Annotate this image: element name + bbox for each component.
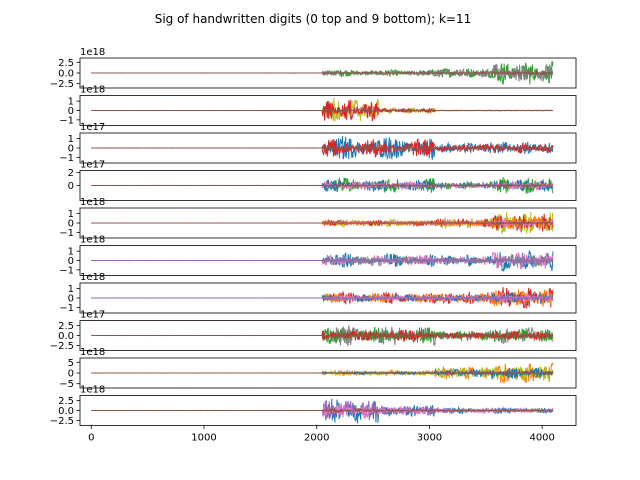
y-tick-label: −1 bbox=[59, 228, 74, 239]
series-line bbox=[91, 107, 553, 114]
traces-digit-3 bbox=[91, 176, 554, 194]
series-line bbox=[91, 257, 554, 264]
subplots: 2.50.0−2.51e1810−11e1810−11e17201e1710−1… bbox=[50, 47, 577, 427]
subplot-digit-3: 2 0 1e17 bbox=[68, 160, 577, 201]
y-offset-label: 1e18 bbox=[80, 85, 105, 96]
x-tick-label: 0 bbox=[88, 433, 94, 444]
series-line bbox=[91, 407, 554, 414]
series-line bbox=[91, 182, 554, 189]
y-tick-label: 0 bbox=[68, 144, 74, 155]
y-tick-label: 1 bbox=[68, 97, 74, 108]
subplot-digit-5: 10−1 1e18 bbox=[59, 235, 577, 276]
subplot-digit-7: 2.50.0−2.5 1e17 bbox=[50, 310, 577, 352]
shared-x-axis: 0 1000 2000 3000 4000 bbox=[88, 425, 555, 444]
subplot-digit-9: 2.50.0−2.5 1e18 bbox=[50, 385, 577, 427]
y-offset-label: 1e18 bbox=[80, 197, 105, 208]
series-line bbox=[91, 370, 554, 376]
x-tick-label: 2000 bbox=[304, 433, 329, 444]
y-offset-label: 1e18 bbox=[80, 385, 105, 396]
traces-digit-8 bbox=[91, 362, 554, 384]
y-tick-label: 2.5 bbox=[58, 58, 74, 69]
series-line bbox=[91, 332, 554, 339]
y-offset-label: 1e18 bbox=[80, 47, 105, 58]
y-tick-label: 5 bbox=[68, 358, 74, 369]
series-line bbox=[91, 219, 554, 227]
y-offset-label: 1e17 bbox=[80, 122, 105, 133]
subplot-digit-1: 10−1 1e18 bbox=[59, 85, 577, 126]
traces-digit-0 bbox=[91, 61, 554, 85]
traces-digit-7 bbox=[91, 325, 554, 347]
traces-digit-9 bbox=[91, 398, 554, 424]
y-tick-label: 1 bbox=[68, 284, 74, 295]
figure-title: Sig of handwritten digits (0 top and 9 b… bbox=[155, 12, 472, 26]
y-offset-label: 1e17 bbox=[80, 310, 105, 321]
y-tick-label: −1 bbox=[59, 115, 74, 126]
y-tick-label: 0 bbox=[68, 106, 74, 117]
y-tick-label: 1 bbox=[68, 247, 74, 258]
y-tick-label: −2.5 bbox=[50, 416, 74, 427]
x-tick-label: 3000 bbox=[417, 433, 442, 444]
subplot-digit-8: 50−5 1e18 bbox=[59, 347, 577, 390]
subplot-digit-2: 10−1 1e17 bbox=[59, 122, 577, 164]
subplot-digit-6: 10−1 1e18 bbox=[59, 272, 577, 314]
y-offset-label: 1e18 bbox=[80, 347, 105, 358]
subplot-digit-0: 2.50.0−2.5 1e18 bbox=[50, 47, 577, 90]
y-tick-label: 0 bbox=[68, 181, 74, 192]
y-tick-label: −5 bbox=[59, 379, 74, 390]
x-tick-label: 4000 bbox=[529, 433, 554, 444]
y-offset-label: 1e17 bbox=[80, 160, 105, 171]
y-tick-label: 0 bbox=[68, 369, 74, 380]
traces-digit-6 bbox=[91, 287, 554, 309]
y-tick-label: 0.0 bbox=[58, 331, 74, 342]
x-tick-label: 1000 bbox=[191, 433, 216, 444]
y-tick-label: 0 bbox=[68, 256, 74, 267]
y-offset-label: 1e18 bbox=[80, 272, 105, 283]
y-offset-label: 1e18 bbox=[80, 235, 105, 246]
y-tick-label: 0.0 bbox=[58, 406, 74, 417]
y-tick-label: −1 bbox=[59, 265, 74, 276]
traces-digit-4 bbox=[91, 212, 554, 235]
y-tick-label: −2.5 bbox=[50, 79, 74, 90]
y-tick-label: −1 bbox=[59, 153, 74, 164]
y-tick-label: 1 bbox=[68, 209, 74, 220]
traces-digit-2 bbox=[91, 136, 554, 160]
y-tick-label: 1 bbox=[68, 134, 74, 145]
subplot-digit-4: 10−1 1e18 bbox=[59, 197, 577, 239]
y-tick-label: −1 bbox=[59, 303, 74, 314]
y-tick-label: 2 bbox=[68, 168, 74, 179]
series-line bbox=[91, 295, 554, 302]
y-tick-label: 0 bbox=[68, 294, 74, 305]
y-tick-label: 0 bbox=[68, 219, 74, 230]
traces-digit-1 bbox=[91, 97, 554, 122]
y-tick-label: 0.0 bbox=[58, 69, 74, 80]
series-line bbox=[91, 144, 554, 152]
y-tick-label: 2.5 bbox=[58, 396, 74, 407]
series-line bbox=[91, 70, 554, 77]
y-tick-label: −2.5 bbox=[50, 341, 74, 352]
traces-digit-5 bbox=[91, 250, 554, 273]
y-tick-label: 2.5 bbox=[58, 321, 74, 332]
